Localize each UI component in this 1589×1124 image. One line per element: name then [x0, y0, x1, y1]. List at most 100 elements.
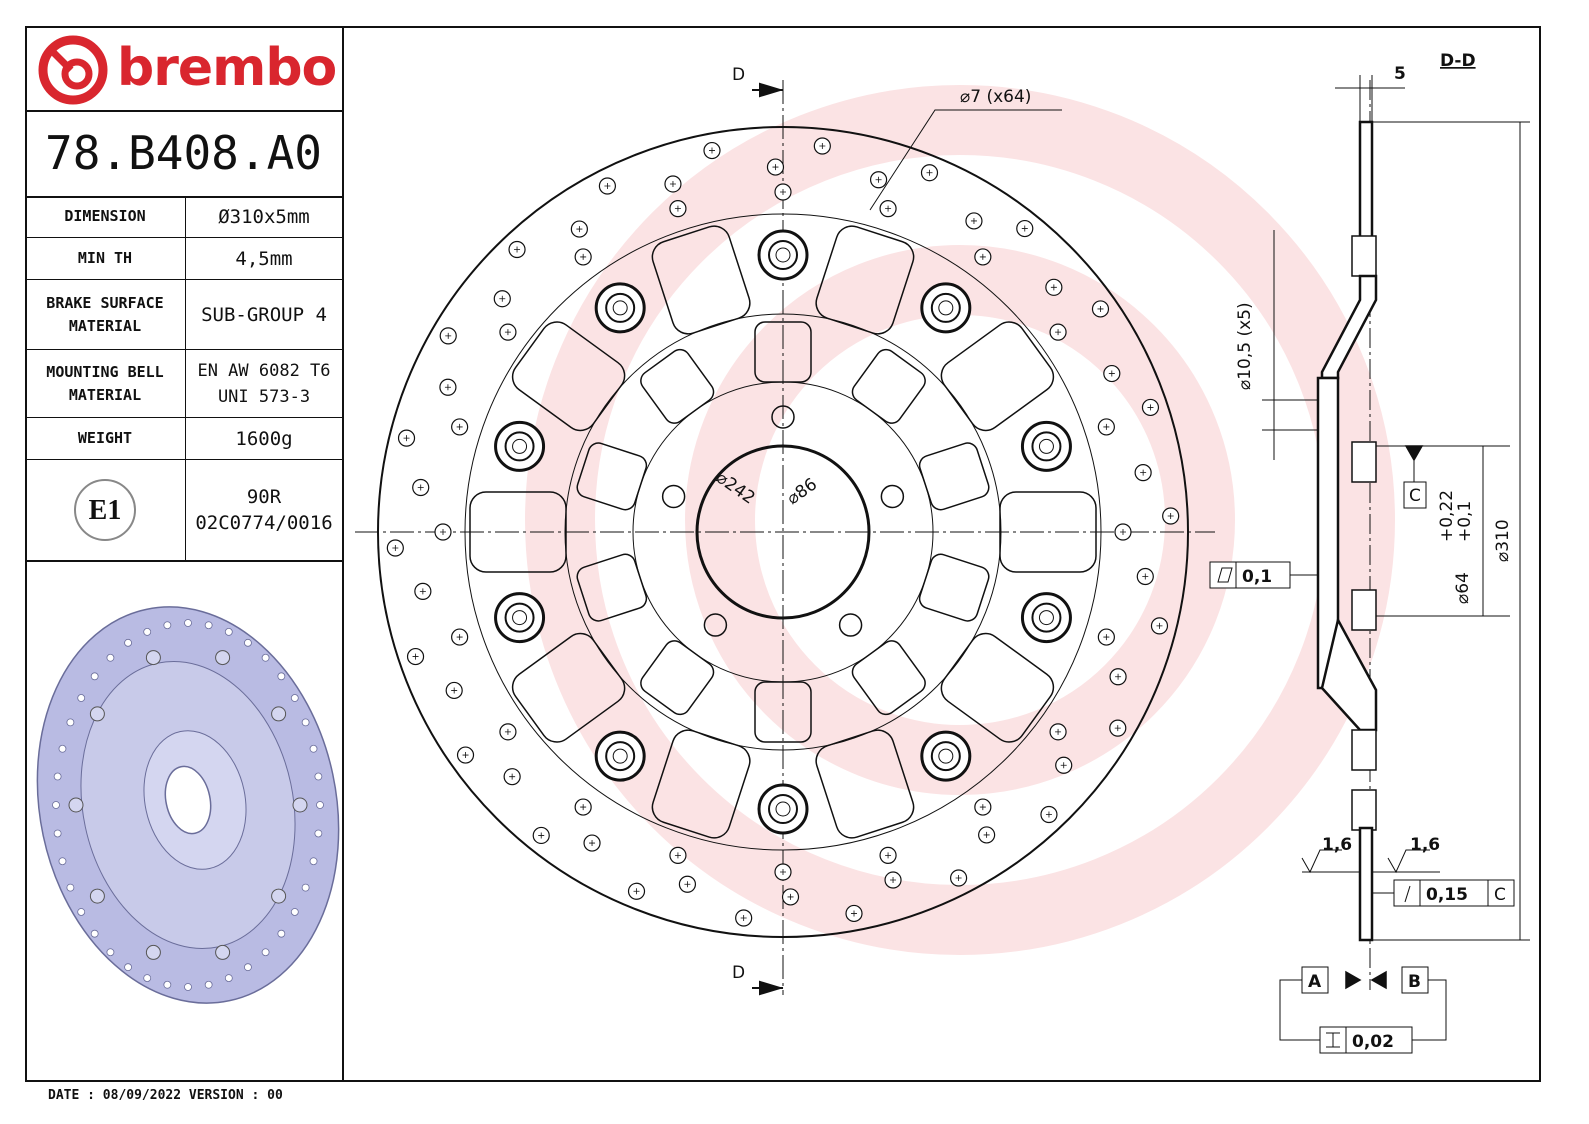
iso-drilled-hole — [261, 653, 270, 662]
drilled-hole-center — [1140, 469, 1147, 476]
datum-a-label: A — [1308, 972, 1322, 992]
roughness-left: 1,6 — [1322, 835, 1352, 855]
dim-86: ⌀86 — [783, 474, 821, 509]
spoke-window — [576, 442, 648, 511]
drilled-hole-center — [1055, 728, 1062, 735]
iso-drilled-hole — [53, 772, 62, 781]
drilled-hole-center — [674, 205, 681, 212]
iso-drilled-hole — [290, 694, 299, 702]
carrier-window — [651, 729, 751, 839]
spec-row-dimension: DIMENSION Ø310x5mm — [25, 196, 342, 238]
bolt-hole-dim: ⌀10,5 (x5) — [1235, 302, 1255, 390]
drilled-hole-center — [509, 773, 516, 780]
floating-button — [920, 282, 972, 334]
floating-button-inner — [605, 741, 636, 772]
drilled-hole-center — [926, 169, 933, 176]
drilled-hole-center — [451, 687, 458, 694]
drilled-hole-center — [538, 832, 545, 839]
e1-approval-mark: E1 — [74, 479, 136, 541]
drilled-hole-center — [504, 329, 511, 336]
part-number: 78.B408.A0 — [25, 110, 342, 198]
disc-outer-edge — [377, 126, 1189, 938]
iso-drilled-hole — [309, 857, 318, 866]
center-bore — [695, 444, 871, 620]
drilled-hole-center — [875, 176, 882, 183]
iso-floating-button — [215, 944, 231, 960]
floating-button-bore — [938, 748, 954, 764]
carrier-window — [511, 321, 626, 432]
drilled-hole-center — [1114, 725, 1121, 732]
drilled-hole-center — [1103, 423, 1110, 430]
bore-tol-lower: +0,1 — [1455, 501, 1475, 542]
floating-button-bore — [512, 438, 528, 454]
iso-drilled-hole — [316, 801, 324, 809]
section-marker-bottom: D — [732, 963, 745, 983]
section-arrow-bottom — [752, 980, 784, 996]
drilled-hole-center — [1120, 529, 1126, 535]
drilled-hole-center — [514, 246, 521, 253]
bolt-hole — [703, 613, 728, 637]
spoke-window — [640, 640, 715, 716]
carrier-window — [469, 491, 567, 573]
drilled-hole-center — [499, 295, 506, 302]
drilled-hole-center — [955, 874, 962, 881]
iso-drilled-hole — [309, 744, 318, 753]
iso-floating-button — [89, 706, 105, 722]
iso-drilled-hole — [163, 980, 172, 989]
floating-button-inner — [768, 794, 798, 824]
drilled-hole-center — [1045, 811, 1052, 818]
drilled-hole-center — [780, 189, 786, 195]
drilled-hole-center — [1108, 370, 1115, 377]
spoke-window — [851, 640, 926, 716]
outer-dim: ⌀310 — [1493, 519, 1513, 562]
floating-button-bore — [1038, 438, 1054, 454]
roughness-right: 1,6 — [1410, 835, 1440, 855]
runout-value: 0,15 — [1426, 885, 1468, 905]
drilled-hole-center — [970, 217, 977, 224]
iso-drilled-hole — [124, 638, 132, 647]
floating-button-bore — [1038, 610, 1054, 626]
iso-drilled-hole — [224, 628, 233, 636]
floating-button — [594, 730, 646, 782]
drilled-hole-center — [1115, 673, 1122, 680]
drilled-hole-center — [669, 180, 676, 187]
iso-drilled-hole — [124, 963, 132, 972]
brembo-logo-mark-icon — [38, 35, 108, 105]
drilled-hole-center — [440, 529, 446, 535]
drilled-hole-center — [890, 877, 897, 884]
drilled-hole-center — [403, 435, 410, 442]
bore-tol-upper: +0,22 — [1437, 490, 1457, 542]
bolt-hole — [880, 484, 905, 509]
drilled-hole-center — [1060, 762, 1067, 769]
iso-drilled-hole — [301, 718, 310, 727]
brembo-logo: brembo — [25, 26, 342, 112]
spec-key: DIMENSION — [25, 196, 186, 237]
drilled-hole-center — [983, 831, 990, 838]
section-title: D-D — [1440, 51, 1476, 71]
isometric-view — [36, 606, 340, 1004]
drilled-hole-center — [772, 164, 779, 171]
iso-drilled-hole — [90, 929, 99, 938]
section-arrow-top — [752, 82, 784, 98]
spoke-window — [754, 321, 812, 383]
drilled-hole-center — [504, 728, 511, 735]
spec-value: 1600g — [235, 427, 293, 450]
spec-row-min-th: MIN TH 4,5mm — [25, 238, 342, 280]
drilled-hole-center — [576, 226, 583, 233]
iso-drilled-hole — [204, 980, 213, 989]
floating-button — [594, 282, 646, 334]
drilled-hole-center — [419, 588, 426, 595]
iso-floating-button — [89, 888, 105, 904]
spec-value: 4,5mm — [235, 247, 293, 270]
callout-leader — [869, 109, 1062, 211]
iso-drilled-hole — [204, 621, 213, 630]
carrier-window — [511, 632, 626, 743]
approval-code: 90R 02C0774/0016 — [195, 486, 333, 534]
spoke-window — [918, 442, 990, 511]
drilled-hole-center — [1050, 284, 1057, 291]
spoke-window — [640, 348, 715, 424]
drill-hole-callout: ⌀7 (x64) — [960, 87, 1031, 107]
floating-button-bore — [775, 247, 791, 263]
spoke-window — [754, 681, 812, 743]
footer-date-version: DATE : 08/09/2022 VERSION : 00 — [48, 1088, 283, 1103]
